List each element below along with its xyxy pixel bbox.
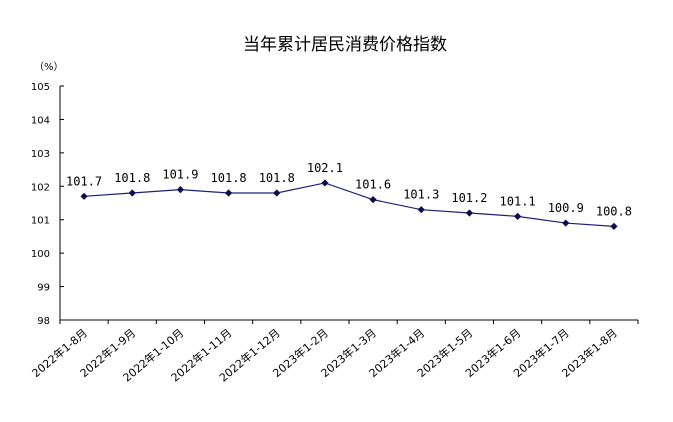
data-label: 101.8: [259, 171, 295, 185]
data-label: 101.2: [451, 191, 487, 205]
y-tick-label: 105: [31, 82, 50, 93]
data-label: 101.7: [66, 174, 102, 188]
data-label: 101.3: [403, 188, 439, 202]
data-label: 101.6: [355, 178, 391, 192]
data-point: [562, 219, 570, 227]
data-label: 100.8: [596, 204, 632, 218]
series-cpi: [80, 179, 618, 230]
y-unit-label: （%）: [34, 61, 64, 73]
data-labels: 101.7 101.8 101.9 101.8 101.8 102.1 101.6 101.3…: [66, 161, 632, 218]
data-point: [273, 189, 281, 197]
data-label: 101.9: [162, 168, 198, 182]
data-label: 102.1: [307, 161, 343, 175]
series-line: [84, 182, 614, 227]
data-label: 101.1: [500, 194, 536, 208]
y-tick-label: 99: [37, 283, 50, 294]
data-point: [417, 206, 425, 214]
data-point: [128, 189, 136, 197]
data-point: [321, 179, 329, 187]
data-point: [513, 212, 522, 220]
y-tick-label: 98: [37, 316, 50, 327]
data-point: [369, 196, 377, 204]
data-point: [224, 189, 233, 197]
y-tick-label: 104: [31, 115, 50, 126]
data-label: 100.9: [548, 201, 584, 215]
y-tick-label: 100: [31, 249, 50, 260]
data-point: [465, 209, 474, 217]
data-point: [80, 192, 88, 200]
data-label: 101.8: [114, 171, 150, 185]
chart-title: 当年累计居民消费价格指数: [243, 35, 447, 55]
y-tick-label: 103: [31, 149, 50, 160]
y-ticks: 98 99 100 101 102 103 104 105: [31, 82, 64, 327]
x-ticks: 2022年1-8月2022年1-9月2022年1-10月2022年1-11月20…: [29, 320, 639, 384]
y-tick-label: 101: [31, 216, 50, 227]
data-point: [176, 186, 185, 194]
data-label: 101.8: [211, 171, 247, 185]
y-tick-label: 102: [31, 182, 50, 193]
data-point: [610, 222, 618, 230]
